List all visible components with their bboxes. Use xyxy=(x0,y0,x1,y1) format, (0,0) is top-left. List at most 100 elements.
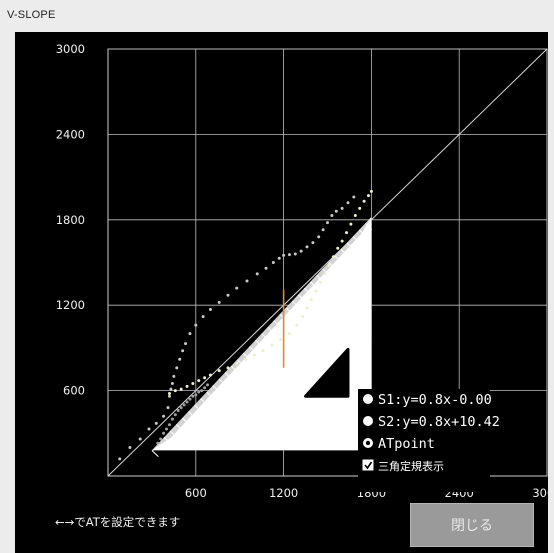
data-point xyxy=(252,353,256,357)
data-point xyxy=(309,298,313,302)
data-point xyxy=(185,400,189,404)
legend-radio-dot xyxy=(365,440,371,446)
data-point xyxy=(165,427,169,431)
legend-radio[interactable] xyxy=(363,416,373,426)
ruler-tick xyxy=(218,378,223,383)
data-point xyxy=(270,343,274,347)
data-point xyxy=(362,199,366,203)
data-point xyxy=(271,261,275,264)
data-point xyxy=(138,437,142,441)
ruler-tick xyxy=(182,417,190,425)
ruler-tick xyxy=(358,229,364,234)
legend-label[interactable]: S2:y=0.8x+10.42 xyxy=(378,414,500,430)
ruler-tick xyxy=(249,346,254,351)
data-point xyxy=(178,357,182,361)
data-point xyxy=(261,349,265,353)
data-point xyxy=(191,394,195,398)
data-point xyxy=(295,323,299,327)
data-point xyxy=(301,315,305,319)
data-point xyxy=(311,241,315,245)
data-point xyxy=(203,376,207,380)
ruler-tick xyxy=(200,398,205,403)
vslope-chart[interactable]: 60012001800240030003000240018001200600S1… xyxy=(15,32,548,553)
data-point xyxy=(167,394,171,398)
close-button[interactable]: 閉じる xyxy=(410,503,534,547)
data-point xyxy=(336,246,340,250)
window-frame-right xyxy=(548,32,554,553)
data-point xyxy=(349,222,353,226)
data-point xyxy=(293,252,297,256)
triangle-ruler-hole xyxy=(304,347,350,398)
y-tick-label: 2400 xyxy=(56,127,85,141)
data-point xyxy=(369,189,373,193)
data-point xyxy=(326,221,329,225)
data-point xyxy=(287,253,291,257)
data-point xyxy=(175,366,179,370)
data-point xyxy=(200,389,204,393)
ruler-tick xyxy=(206,391,211,396)
data-point xyxy=(203,386,207,390)
checkmark-icon xyxy=(364,461,373,470)
x-tick-label: 3000 xyxy=(532,486,548,500)
ruler-tick xyxy=(273,320,281,328)
x-tick-label: 1200 xyxy=(269,486,298,500)
window-title: V-SLOPE xyxy=(7,9,56,21)
data-point xyxy=(346,201,350,205)
data-point xyxy=(118,457,122,461)
ruler-tick xyxy=(303,287,312,295)
ruler-tick xyxy=(352,236,358,241)
data-point xyxy=(201,315,205,319)
legend-box xyxy=(358,389,490,492)
data-point xyxy=(184,342,188,346)
data-point xyxy=(321,228,325,232)
data-point xyxy=(167,391,171,395)
data-point xyxy=(181,349,185,353)
ruler-tick xyxy=(334,255,342,263)
legend-radio[interactable] xyxy=(363,394,373,404)
data-point xyxy=(226,366,230,370)
legend-label[interactable]: 三角定規表示 xyxy=(378,459,444,473)
data-point xyxy=(331,255,335,259)
data-point xyxy=(217,300,221,304)
y-tick-label: 1200 xyxy=(56,298,85,312)
data-point xyxy=(330,214,334,218)
ruler-tick xyxy=(261,333,266,338)
data-point xyxy=(167,423,171,427)
ruler-tick xyxy=(322,268,327,273)
data-point xyxy=(176,409,180,413)
data-point xyxy=(191,381,195,385)
title-bar: V-SLOPE xyxy=(0,0,554,33)
data-point xyxy=(206,383,210,387)
data-point xyxy=(194,323,198,327)
data-point xyxy=(154,421,158,425)
data-point xyxy=(323,272,327,276)
ruler-tick xyxy=(224,372,230,377)
data-point xyxy=(255,272,259,276)
legend-checkbox[interactable] xyxy=(362,459,374,471)
data-point xyxy=(327,263,331,267)
identity-line xyxy=(107,48,548,477)
data-point xyxy=(353,214,357,218)
data-point xyxy=(179,406,183,410)
ruler-tick xyxy=(316,274,321,280)
data-point xyxy=(208,307,212,311)
data-point xyxy=(208,373,212,377)
data-point xyxy=(277,256,281,260)
data-point xyxy=(179,387,183,391)
data-point xyxy=(162,431,166,435)
ruler-tick xyxy=(151,450,159,457)
ruler-tick xyxy=(230,365,236,370)
data-point xyxy=(235,286,239,290)
ruler-tick xyxy=(188,411,193,416)
legend-label[interactable]: S1:y=0.8x-0.00 xyxy=(378,392,492,408)
ruler-tick xyxy=(310,281,315,286)
data-point xyxy=(166,406,170,410)
window-frame-left xyxy=(0,32,15,553)
data-point xyxy=(169,387,173,391)
ruler-tick xyxy=(328,261,333,267)
ruler-tick xyxy=(169,430,175,435)
data-point xyxy=(128,446,132,450)
x-tick-label: 600 xyxy=(185,486,207,500)
ruler-tick xyxy=(297,294,303,299)
legend-label[interactable]: ATpoint xyxy=(378,436,435,452)
